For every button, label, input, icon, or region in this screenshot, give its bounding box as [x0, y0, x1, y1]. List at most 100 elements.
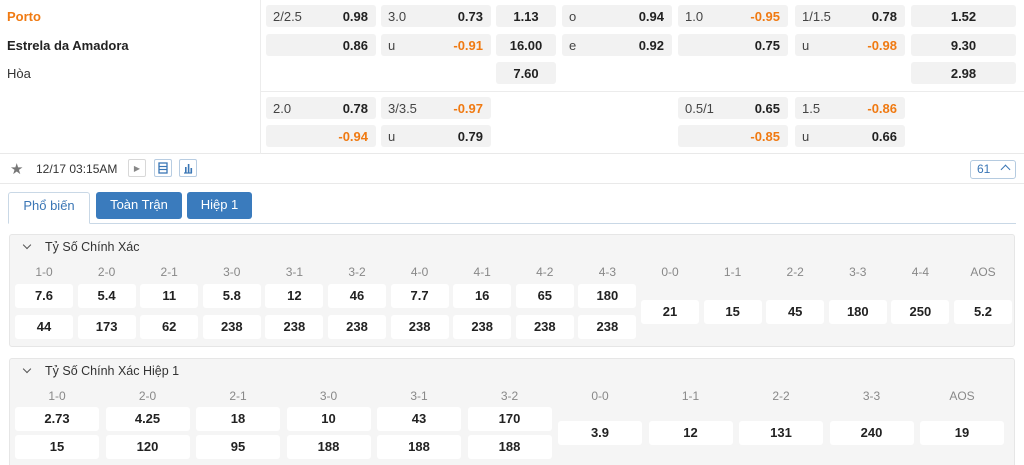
odds-cell[interactable]: 3.0 0.73: [381, 5, 491, 27]
odds-cell[interactable]: 1/1.5 0.78: [795, 5, 905, 27]
odds-cell[interactable]: 2.0 0.78: [266, 97, 376, 119]
score-odds-cell[interactable]: 15: [15, 435, 99, 459]
tab-popular[interactable]: Phổ biến: [8, 192, 90, 224]
score-odds-cell[interactable]: 3.9: [558, 421, 642, 445]
odds-cell[interactable]: u 0.66: [795, 125, 905, 147]
score-odds-cell[interactable]: 238: [578, 315, 637, 339]
odds-cell[interactable]: -0.85: [678, 125, 788, 147]
odds-cell[interactable]: -0.94: [266, 125, 376, 147]
score-odds-cell[interactable]: 43: [377, 407, 461, 431]
score-odds-cell[interactable]: 238: [202, 315, 261, 339]
score-odds-cell[interactable]: 131: [739, 421, 823, 445]
odds-cell[interactable]: 7.60: [496, 62, 556, 84]
score-odds-cell[interactable]: 188: [377, 435, 461, 459]
score-odds-cell[interactable]: 120: [105, 435, 190, 459]
score-odds-cell[interactable]: 238: [515, 315, 574, 339]
score-header: 0-0: [661, 265, 679, 279]
handicap-label: 3/3.5: [388, 101, 417, 116]
score-odds-cell[interactable]: 65: [515, 284, 574, 308]
more-markets-button[interactable]: 61: [970, 160, 1016, 179]
odds-value: 9.30: [950, 38, 977, 53]
section-header[interactable]: Tỷ Số Chính Xác: [10, 235, 1014, 259]
odds-table-icon[interactable]: [154, 159, 172, 177]
odds-cell[interactable]: 0.75: [678, 34, 788, 56]
score-odds-cell[interactable]: 46: [328, 284, 386, 308]
score-odds-cell[interactable]: 2.73: [15, 407, 99, 431]
odds-value: 2.98: [950, 66, 977, 81]
score-header: 4-4: [911, 265, 930, 279]
odds-cell[interactable]: 2/2.5 0.98: [266, 5, 376, 27]
score-odds-cell[interactable]: 188: [467, 435, 552, 459]
odds-value: 0.65: [754, 101, 780, 116]
odds-value: 0.79: [457, 129, 483, 144]
odds-cell[interactable]: e 0.92: [562, 34, 672, 56]
score-odds-cell[interactable]: 5.2: [954, 300, 1012, 324]
odds-value: 0.75: [754, 38, 780, 53]
handicap-label: 0.5/1: [685, 101, 714, 116]
score-odds-cell[interactable]: 238: [390, 315, 449, 339]
odds-cell[interactable]: u -0.98: [795, 34, 905, 56]
odds-cell[interactable]: 16.00: [496, 34, 556, 56]
score-header: 3-3: [862, 389, 881, 403]
odds-cell[interactable]: 1.13: [496, 5, 556, 27]
score-odds-cell[interactable]: 188: [286, 435, 371, 459]
star-icon[interactable]: ★: [10, 161, 24, 178]
home-team-name[interactable]: Porto: [7, 9, 41, 24]
score-odds-cell[interactable]: 7.6: [15, 284, 73, 308]
score-odds-cell[interactable]: 250: [891, 300, 950, 324]
handicap-label: e: [569, 38, 577, 53]
handicap-label: u: [388, 129, 396, 144]
away-team-name[interactable]: Estrela da Amadora: [7, 38, 129, 53]
score-odds-cell[interactable]: 45: [766, 300, 825, 324]
score-odds-cell[interactable]: 11: [140, 284, 199, 308]
score-odds-cell[interactable]: 12: [648, 421, 733, 445]
odds-cell[interactable]: 1.0 -0.95: [678, 5, 788, 27]
score-odds-cell[interactable]: 4.25: [105, 407, 190, 431]
odds-cell[interactable]: o 0.94: [562, 5, 672, 27]
section-header[interactable]: Tỷ Số Chính Xác Hiệp 1: [10, 359, 1014, 383]
odds-cell[interactable]: 0.5/1 0.65: [678, 97, 788, 119]
score-odds-cell[interactable]: 173: [77, 315, 136, 339]
score-odds-cell[interactable]: 12: [265, 284, 324, 308]
odds-cell[interactable]: u 0.79: [381, 125, 491, 147]
play-icon[interactable]: ▶: [128, 159, 146, 177]
section-title: Tỷ Số Chính Xác Hiệp 1: [45, 364, 180, 378]
score-odds-cell[interactable]: 95: [196, 435, 280, 459]
score-odds-cell[interactable]: 18: [196, 407, 280, 431]
score-odds-cell[interactable]: 180: [828, 300, 887, 324]
score-odds-cell[interactable]: 62: [140, 315, 199, 339]
score-odds-cell[interactable]: 16: [453, 284, 512, 308]
odds-cell[interactable]: 3/3.5 -0.97: [381, 97, 491, 119]
score-header: 3-1: [285, 265, 304, 279]
score-odds-cell[interactable]: 238: [328, 315, 386, 339]
market-count: 61: [977, 162, 991, 176]
odds-cell[interactable]: 2.98: [911, 62, 1016, 84]
odds-cell[interactable]: 1.52: [911, 5, 1016, 27]
stats-chart-icon[interactable]: [179, 159, 197, 177]
score-odds-cell[interactable]: 5.8: [202, 284, 261, 308]
score-odds-cell[interactable]: 180: [578, 284, 637, 308]
score-header: 2-1: [160, 265, 178, 279]
score-odds-cell[interactable]: 238: [453, 315, 512, 339]
score-odds-cell[interactable]: 240: [829, 421, 914, 445]
score-odds-cell[interactable]: 19: [920, 421, 1004, 445]
score-odds-cell[interactable]: 5.4: [77, 284, 136, 308]
score-odds-cell[interactable]: 15: [703, 300, 762, 324]
score-odds-cell[interactable]: 10: [286, 407, 371, 431]
score-odds-cell[interactable]: 238: [265, 315, 324, 339]
tab-first-half[interactable]: Hiệp 1: [187, 192, 252, 219]
score-odds-cell[interactable]: 170: [467, 407, 552, 431]
odds-value: -0.91: [453, 38, 483, 53]
odds-value: 0.66: [871, 129, 897, 144]
score-odds-cell[interactable]: 21: [641, 300, 699, 324]
score-header: 1-0: [35, 265, 53, 279]
odds-cell[interactable]: u -0.91: [381, 34, 491, 56]
score-odds-cell[interactable]: 7.7: [390, 284, 449, 308]
score-header: AOS: [970, 265, 996, 279]
odds-cell[interactable]: 1.5 -0.86: [795, 97, 905, 119]
score-odds-cell[interactable]: 44: [15, 315, 73, 339]
section-title: Tỷ Số Chính Xác: [45, 240, 140, 254]
odds-cell[interactable]: 9.30: [911, 34, 1016, 56]
tab-full-match[interactable]: Toàn Trận: [96, 192, 182, 219]
odds-cell[interactable]: 0.86: [266, 34, 376, 56]
